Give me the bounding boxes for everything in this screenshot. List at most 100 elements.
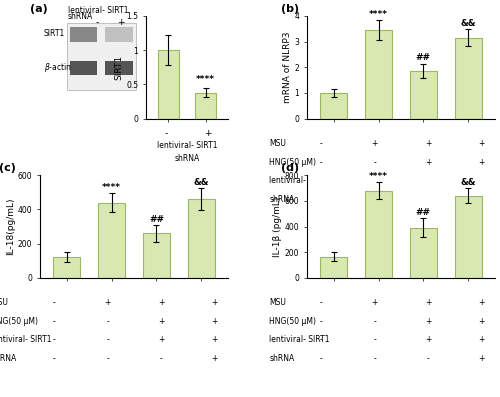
Text: ****: ****: [369, 10, 388, 19]
Text: +: +: [117, 18, 124, 27]
Bar: [196, 93, 216, 119]
Text: shRNA: shRNA: [68, 12, 93, 21]
Bar: [320, 93, 347, 119]
Y-axis label: IL-1β (pg/mL): IL-1β (pg/mL): [273, 197, 282, 257]
Text: HNG(50 μM): HNG(50 μM): [0, 317, 38, 326]
Bar: [410, 228, 437, 278]
Text: lentiviral- SIRT1: lentiviral- SIRT1: [0, 335, 52, 345]
Text: (a): (a): [30, 4, 48, 13]
Text: (c): (c): [0, 163, 16, 173]
Text: -: -: [320, 299, 322, 307]
Text: -: -: [320, 158, 322, 167]
Bar: [454, 196, 481, 278]
Text: +: +: [104, 299, 111, 307]
Bar: [320, 257, 347, 278]
Bar: [70, 27, 97, 42]
Text: +: +: [212, 299, 218, 307]
Text: -: -: [320, 317, 322, 326]
Text: -: -: [106, 335, 109, 345]
Text: -: -: [52, 317, 56, 326]
Text: -: -: [374, 317, 376, 326]
Y-axis label: mRNA of NLRP3: mRNA of NLRP3: [282, 31, 292, 103]
Bar: [410, 71, 437, 119]
Text: MSU: MSU: [0, 299, 8, 307]
Bar: [54, 257, 80, 278]
Bar: [70, 61, 97, 75]
Text: -: -: [52, 354, 56, 363]
Text: +: +: [478, 139, 485, 148]
Y-axis label: IL-18(pg/mL): IL-18(pg/mL): [6, 198, 15, 255]
Bar: [158, 50, 178, 119]
Text: shRNA: shRNA: [270, 354, 294, 363]
Text: (d): (d): [280, 163, 299, 173]
Text: shRNA: shRNA: [270, 195, 294, 204]
Text: -: -: [427, 354, 430, 363]
Text: lentiviral- SIRT1: lentiviral- SIRT1: [68, 6, 128, 15]
Text: shRNA: shRNA: [0, 354, 16, 363]
Text: +: +: [372, 139, 378, 148]
Text: -: -: [106, 317, 109, 326]
Text: +: +: [425, 317, 432, 326]
Text: +: +: [158, 299, 164, 307]
Text: +: +: [478, 195, 485, 204]
Text: lentiviral- SIRT1: lentiviral- SIRT1: [156, 141, 217, 150]
Text: HNG(50 μM): HNG(50 μM): [270, 317, 316, 326]
Bar: [365, 30, 392, 119]
Bar: [454, 38, 481, 119]
Bar: [365, 191, 392, 278]
Text: -: -: [320, 354, 322, 363]
Text: -: -: [52, 335, 56, 345]
Text: +: +: [212, 335, 218, 345]
Bar: [98, 202, 125, 278]
Bar: [143, 233, 170, 278]
Text: -: -: [320, 335, 322, 345]
Text: +: +: [478, 335, 485, 345]
Y-axis label: SIRT1: SIRT1: [114, 55, 124, 80]
Text: -: -: [106, 354, 109, 363]
Text: MSU: MSU: [270, 139, 286, 148]
Text: +: +: [158, 317, 164, 326]
Bar: [188, 199, 214, 278]
Text: +: +: [478, 354, 485, 363]
Text: -: -: [374, 158, 376, 167]
Text: +: +: [425, 139, 432, 148]
Bar: [66, 23, 136, 90]
Text: &&: &&: [460, 178, 476, 187]
Text: ##: ##: [416, 208, 431, 217]
Text: ****: ****: [369, 172, 388, 181]
Text: lentiviral- SIRT1: lentiviral- SIRT1: [270, 176, 330, 185]
Text: -: -: [374, 354, 376, 363]
Text: +: +: [372, 299, 378, 307]
Text: +: +: [425, 176, 432, 185]
Text: +: +: [212, 354, 218, 363]
Text: (b): (b): [280, 4, 299, 13]
Text: HNG(50 μM): HNG(50 μM): [270, 158, 316, 167]
Text: ****: ****: [196, 75, 215, 85]
Text: MSU: MSU: [270, 299, 286, 307]
Text: -: -: [427, 195, 430, 204]
Text: +: +: [425, 335, 432, 345]
Text: lentiviral- SIRT1: lentiviral- SIRT1: [270, 335, 330, 345]
Text: +: +: [158, 335, 164, 345]
Text: +: +: [478, 158, 485, 167]
Text: $\beta$-actin: $\beta$-actin: [44, 61, 72, 74]
Text: +: +: [425, 158, 432, 167]
Text: &&: &&: [460, 19, 476, 28]
Text: -: -: [320, 139, 322, 148]
Text: +: +: [425, 299, 432, 307]
Text: SIRT1: SIRT1: [44, 29, 65, 38]
Text: +: +: [478, 299, 485, 307]
Text: -: -: [374, 195, 376, 204]
Text: -: -: [374, 176, 376, 185]
Text: +: +: [478, 317, 485, 326]
Text: +: +: [478, 176, 485, 185]
Text: -: -: [320, 176, 322, 185]
Text: -: -: [96, 18, 99, 27]
Text: -: -: [165, 129, 168, 138]
Text: ****: ****: [102, 183, 121, 192]
Text: -: -: [320, 195, 322, 204]
Text: -: -: [160, 354, 162, 363]
Bar: [105, 27, 132, 42]
Text: ##: ##: [149, 215, 164, 224]
Text: -: -: [374, 335, 376, 345]
